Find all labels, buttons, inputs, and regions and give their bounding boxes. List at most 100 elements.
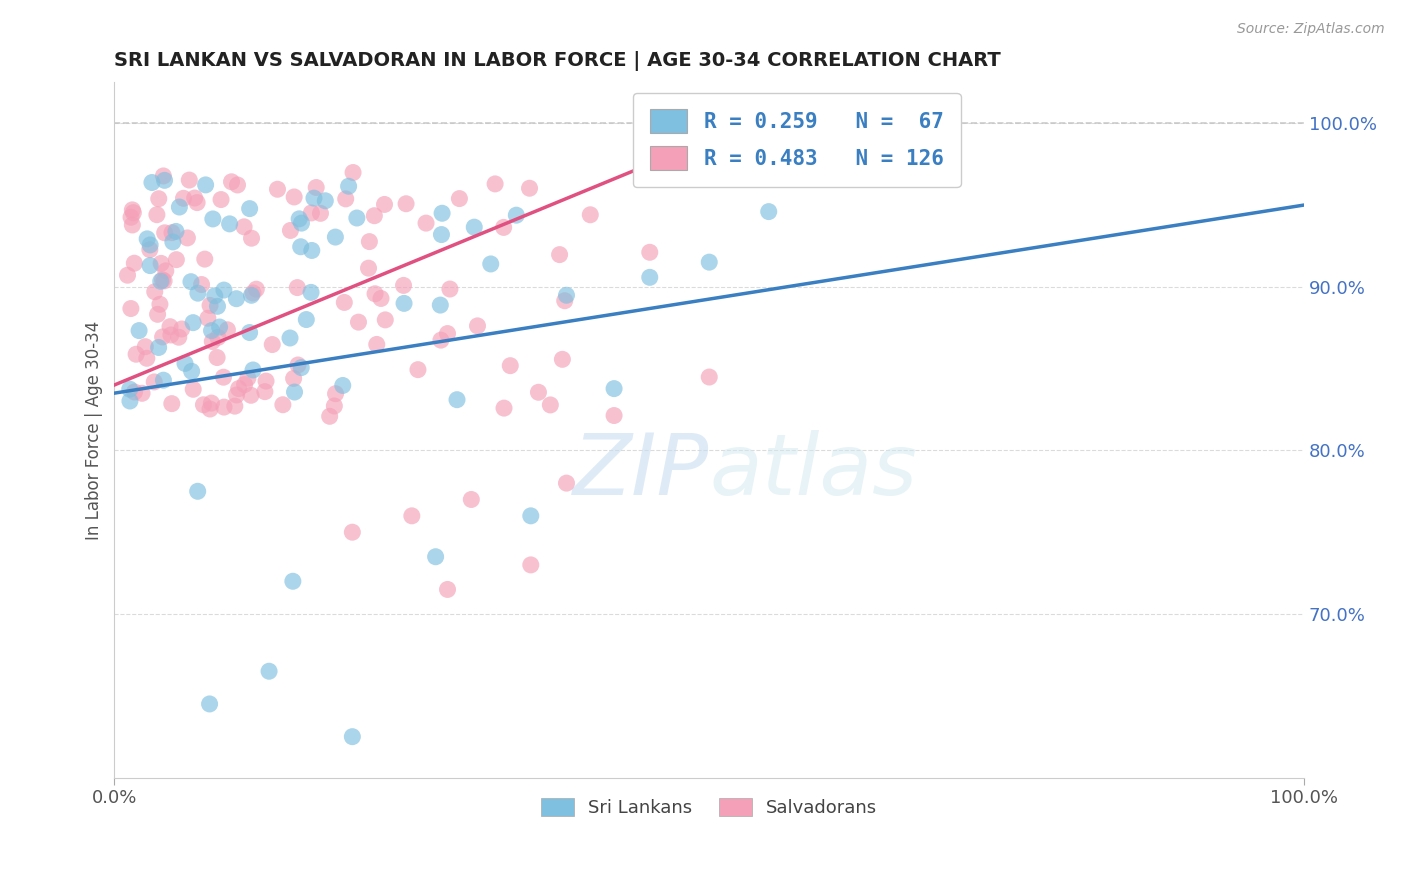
Point xyxy=(201,211,224,226)
Point xyxy=(225,388,247,402)
Point xyxy=(139,238,162,252)
Point xyxy=(152,169,174,183)
Point xyxy=(283,384,305,399)
Point xyxy=(198,298,221,312)
Point xyxy=(301,244,323,258)
Point xyxy=(638,270,661,285)
Point xyxy=(325,386,347,401)
Point xyxy=(697,370,720,384)
Point xyxy=(758,204,780,219)
Point xyxy=(139,243,162,257)
Point xyxy=(167,330,190,344)
Point xyxy=(299,285,322,300)
Point xyxy=(239,202,262,216)
Point xyxy=(236,371,259,385)
Point xyxy=(212,283,235,297)
Point xyxy=(366,337,388,351)
Point xyxy=(325,230,347,244)
Point xyxy=(125,347,148,361)
Point xyxy=(176,231,198,245)
Text: atlas: atlas xyxy=(709,430,917,513)
Point xyxy=(467,318,489,333)
Point xyxy=(342,525,364,540)
Point xyxy=(134,340,156,354)
Point xyxy=(436,582,458,597)
Point xyxy=(187,286,209,301)
Point xyxy=(122,205,145,219)
Point xyxy=(548,247,571,261)
Point xyxy=(152,373,174,387)
Point xyxy=(492,401,515,416)
Point xyxy=(520,558,543,572)
Point xyxy=(373,197,395,211)
Point xyxy=(233,377,256,392)
Point xyxy=(295,312,318,326)
Point xyxy=(174,356,197,370)
Point xyxy=(225,292,247,306)
Point xyxy=(363,209,385,223)
Point xyxy=(162,235,184,249)
Point xyxy=(505,208,527,222)
Point xyxy=(406,362,429,376)
Point xyxy=(285,280,308,294)
Point xyxy=(290,216,312,230)
Point xyxy=(603,382,626,396)
Point xyxy=(180,364,202,378)
Point xyxy=(224,399,246,413)
Point xyxy=(314,194,336,208)
Point xyxy=(242,363,264,377)
Point xyxy=(183,191,205,205)
Point xyxy=(449,192,471,206)
Point xyxy=(429,298,451,312)
Point xyxy=(149,274,172,288)
Point xyxy=(271,398,294,412)
Point xyxy=(333,295,356,310)
Point xyxy=(124,256,146,270)
Point xyxy=(430,227,453,242)
Point xyxy=(160,226,183,240)
Point xyxy=(186,195,208,210)
Point xyxy=(347,315,370,329)
Point xyxy=(551,352,574,367)
Point xyxy=(201,334,224,349)
Point xyxy=(120,211,142,225)
Point xyxy=(200,324,222,338)
Point xyxy=(499,359,522,373)
Point xyxy=(538,398,561,412)
Point xyxy=(148,192,170,206)
Point xyxy=(208,320,231,334)
Point xyxy=(226,178,249,192)
Point xyxy=(228,382,250,396)
Point xyxy=(364,286,387,301)
Point xyxy=(136,232,159,246)
Point xyxy=(198,402,221,417)
Y-axis label: In Labor Force | Age 30-34: In Labor Force | Age 30-34 xyxy=(86,320,103,540)
Point xyxy=(283,190,305,204)
Point xyxy=(173,191,195,205)
Point xyxy=(290,360,312,375)
Point xyxy=(205,351,228,365)
Point xyxy=(152,330,174,344)
Point xyxy=(160,328,183,343)
Point xyxy=(198,697,221,711)
Point xyxy=(135,351,157,366)
Point xyxy=(283,371,305,385)
Point xyxy=(305,180,328,194)
Point xyxy=(335,192,357,206)
Point xyxy=(143,285,166,299)
Point xyxy=(392,296,415,310)
Point xyxy=(257,665,280,679)
Point xyxy=(139,259,162,273)
Point xyxy=(309,206,332,220)
Point xyxy=(153,226,176,240)
Point xyxy=(520,508,543,523)
Point xyxy=(118,394,141,409)
Point xyxy=(160,397,183,411)
Point xyxy=(124,384,146,399)
Point xyxy=(519,181,541,195)
Point xyxy=(118,382,141,396)
Point xyxy=(218,217,240,231)
Text: ZIP: ZIP xyxy=(574,430,709,513)
Point xyxy=(190,277,212,292)
Point xyxy=(194,178,217,192)
